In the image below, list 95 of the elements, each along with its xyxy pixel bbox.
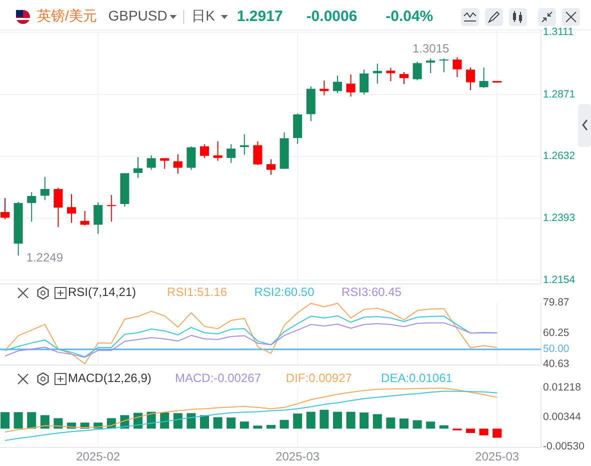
candlestick — [400, 71, 408, 85]
bar — [27, 412, 36, 429]
candlestick — [200, 144, 209, 158]
y-tick-label: 1.2871 — [543, 88, 576, 100]
y-tick-label: 1.3111 — [543, 26, 574, 38]
candlestick — [226, 144, 236, 164]
bar — [173, 413, 182, 429]
y-tick-label: 79.87 — [543, 296, 570, 308]
text: -0.0006 — [306, 8, 358, 25]
candlestick — [27, 192, 36, 222]
annotation: 1.2249 — [26, 250, 64, 265]
candlestick — [439, 58, 448, 73]
candlestick — [54, 187, 63, 228]
chart-title: RSI(7,14,21) — [68, 285, 136, 300]
chart-subtitle: GBPUSD — [108, 8, 168, 24]
candlestick — [386, 67, 396, 82]
bar — [479, 428, 488, 436]
line-series — [4, 322, 498, 358]
y-tick-label: 1.2632 — [543, 150, 576, 162]
candlestick — [213, 140, 222, 162]
line-series — [4, 302, 498, 364]
candlestick — [94, 202, 103, 234]
candlestick — [80, 210, 90, 226]
candlestick — [346, 74, 356, 98]
y-tick-label: 0.01218 — [543, 381, 582, 394]
bar — [386, 418, 396, 429]
bar — [400, 418, 408, 429]
line-series — [4, 388, 498, 433]
y-tick-label: 0.00344 — [543, 410, 582, 423]
candlestick — [40, 176, 50, 201]
candlestick — [67, 194, 76, 224]
bar — [160, 412, 170, 429]
candlestick — [479, 67, 488, 88]
bar — [412, 420, 422, 429]
x-tick-label: 2025-02 — [76, 450, 120, 464]
chart-title: MACD(12,26,9) — [68, 371, 152, 386]
bar — [253, 426, 262, 429]
candlestick — [134, 156, 142, 178]
bar — [372, 414, 382, 429]
candlestick — [293, 112, 302, 144]
candlestick — [426, 58, 436, 74]
series-label: RSI1:51.16 — [167, 285, 228, 300]
candlestick — [0, 198, 10, 220]
candlestick — [160, 158, 170, 170]
bar — [266, 424, 276, 429]
bar — [333, 412, 342, 429]
chart-title: 英镑/美元 — [37, 8, 97, 24]
bar — [426, 422, 436, 429]
x-tick-label: 2025-03 — [276, 450, 320, 464]
bar — [240, 422, 249, 429]
ref-line-label: 50.00 — [543, 343, 570, 356]
bar — [213, 417, 222, 429]
candlestick — [360, 69, 369, 95]
bar — [54, 418, 63, 429]
bar — [14, 412, 23, 429]
candlestick — [253, 140, 262, 166]
text: 1.2917 — [236, 8, 283, 25]
series-label: DIF:0.00927 — [286, 371, 352, 386]
candlestick — [106, 194, 116, 222]
candlestick — [240, 134, 249, 156]
bar — [0, 412, 10, 429]
bar — [280, 420, 289, 429]
bar — [186, 413, 196, 429]
bar — [346, 412, 356, 429]
series-label: DEA:0.01061 — [381, 371, 453, 386]
candlestick — [452, 56, 462, 78]
bar — [200, 415, 209, 429]
y-tick-label: 60.25 — [543, 327, 570, 340]
bar — [466, 428, 475, 434]
bar — [360, 412, 369, 429]
text: MACD:-0.00267 — [174, 371, 262, 386]
y-tick-label: 1.2154 — [543, 274, 576, 286]
bar — [40, 415, 50, 429]
y-tick-label: 1.2393 — [543, 212, 576, 224]
y-tick-label: 40.63 — [543, 358, 570, 370]
bar — [293, 413, 302, 429]
text: 日K — [192, 8, 216, 24]
bar — [306, 412, 316, 429]
bar — [320, 410, 329, 429]
candlestick — [412, 61, 422, 81]
y-tick-label: -0.00530 — [543, 440, 585, 452]
text: RSI3:60.45 — [341, 285, 402, 300]
series-label: RSI2:60.50 — [254, 285, 315, 300]
bar — [492, 428, 502, 438]
text: -0.04% — [386, 8, 434, 25]
bar — [226, 418, 236, 429]
line-series — [4, 390, 498, 441]
annotation: 1.3015 — [412, 41, 450, 56]
candlestick — [333, 75, 342, 94]
candlestick — [186, 146, 196, 170]
candlestick — [266, 158, 276, 176]
candlestick — [173, 154, 182, 174]
candlestick — [146, 154, 156, 170]
candlestick — [466, 67, 475, 91]
x-tick-label: 2025-03 — [475, 450, 520, 464]
